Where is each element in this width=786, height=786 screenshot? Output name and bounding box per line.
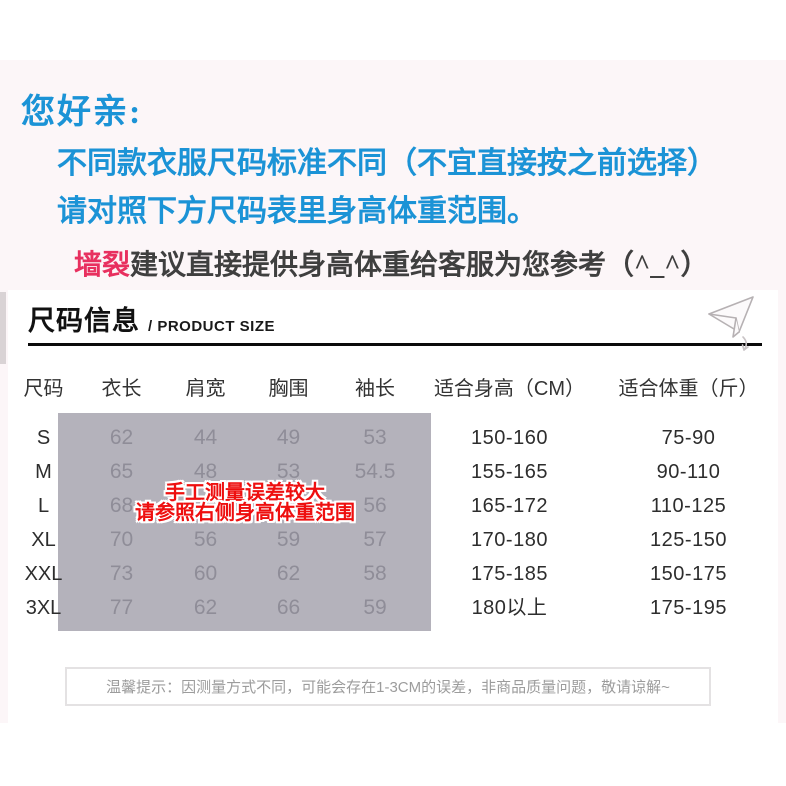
column-header-shoulder: 肩宽 — [185, 378, 226, 400]
section-title: 尺码信息 — [28, 306, 140, 336]
column-header-weight: 适合体重（斤） — [618, 378, 759, 400]
sleeve-cell: 58 — [363, 562, 387, 585]
length-cell: 70 — [109, 528, 134, 551]
weight-cell: 175-195 — [650, 597, 727, 619]
weight-cell: 90-110 — [656, 461, 721, 483]
shoulder-cell: 60 — [193, 562, 218, 585]
size-cell: L — [37, 495, 50, 517]
chest-cell: 53 — [276, 460, 301, 483]
chest-cell: 49 — [276, 426, 301, 449]
table-header-gap — [8, 406, 778, 421]
table-row: XL 70 56 59 57 170-180 125-150 — [8, 523, 778, 557]
size-cell: S — [36, 427, 51, 449]
length-cell: 65 — [109, 460, 134, 483]
size-cell: XXL — [24, 563, 63, 585]
shoulder-cell: 48 — [193, 460, 218, 483]
height-cell: 165-172 — [471, 495, 548, 517]
table-row: XXL 73 60 62 58 175-185 150-175 — [8, 557, 778, 591]
length-cell: 62 — [109, 426, 134, 449]
measure-columns-highlight — [58, 413, 431, 631]
size-cell: M — [35, 461, 52, 483]
table-row: L 68 56 165-172 110-125 — [8, 489, 778, 523]
table-body: S 62 44 49 53 150-160 75-90 M 65 48 53 5… — [8, 421, 778, 625]
section-header: 尺码信息 / PRODUCT SIZE — [28, 299, 275, 338]
overlay-line-1: 手工测量误差较大 — [165, 482, 325, 504]
height-cell: 150-160 — [471, 427, 548, 449]
intro-greeting: 您好亲: — [21, 94, 143, 131]
size-cell: 3XL — [25, 597, 62, 619]
sleeve-cell: 59 — [363, 596, 387, 619]
column-header-height: 适合身高（CM） — [433, 378, 586, 400]
height-cell: 155-165 — [471, 461, 548, 483]
footer-note-box: 温馨提示：因测量方式不同，可能会存在1-3CM的误差，非商品质量问题，敬请谅解~ — [65, 667, 711, 706]
height-cell: 170-180 — [471, 529, 548, 551]
weight-cell: 125-150 — [650, 529, 727, 551]
height-cell: 175-185 — [471, 563, 548, 585]
size-cell: XL — [31, 529, 56, 551]
strong-tip-highlight: 墙裂 — [74, 250, 131, 281]
table-row: M 65 48 53 54.5 155-165 90-110 — [8, 455, 778, 489]
sleeve-cell: 54.5 — [354, 460, 396, 483]
table-row: S 62 44 49 53 150-160 75-90 — [8, 421, 778, 455]
table-header-row: 尺码 衣长 肩宽 胸围 袖长 适合身高（CM） 适合体重（斤） — [8, 372, 778, 406]
length-cell: 77 — [109, 596, 134, 619]
height-cell: 180以上 — [471, 597, 548, 619]
overlay-line-2: 请参照右侧身高体重范围 — [135, 502, 355, 524]
intro-line-2: 请对照下方尺码表里身高体重范围。 — [57, 195, 537, 228]
column-header-length: 衣长 — [101, 378, 142, 400]
weight-cell: 110-125 — [650, 495, 727, 517]
table-row: 3XL 77 62 66 59 180以上 175-195 — [8, 591, 778, 625]
weight-cell: 75-90 — [661, 427, 716, 449]
paper-plane-icon — [708, 296, 754, 351]
measurement-note-overlay: 手工测量误差较大 请参照右侧身高体重范围 — [95, 483, 395, 523]
strong-tip-text: 建议直接提供身高体重给客服为您参考（^_^） — [130, 250, 709, 281]
sleeve-cell: 57 — [363, 528, 387, 551]
chest-cell: 62 — [276, 562, 301, 585]
footer-note-text: 温馨提示：因测量方式不同，可能会存在1-3CM的误差，非商品质量问题，敬请谅解~ — [106, 679, 670, 696]
section-subtitle: / PRODUCT SIZE — [148, 318, 276, 335]
intro-line-1: 不同款衣服尺码标准不同（不宜直接按之前选择） — [57, 147, 717, 180]
shoulder-cell: 44 — [193, 426, 218, 449]
left-edge-shadow — [0, 292, 6, 364]
shoulder-cell: 56 — [193, 528, 218, 551]
column-header-sleeve: 袖长 — [355, 378, 395, 400]
length-cell: 73 — [109, 562, 134, 585]
sleeve-cell: 56 — [363, 494, 387, 517]
shoulder-cell: 62 — [193, 596, 218, 619]
size-table: 尺码 衣长 肩宽 胸围 袖长 适合身高（CM） 适合体重（斤） S 62 44 … — [8, 372, 778, 625]
length-cell: 68 — [109, 494, 134, 517]
sleeve-cell: 53 — [363, 426, 387, 449]
column-header-size: 尺码 — [23, 378, 64, 400]
chest-cell: 66 — [276, 596, 301, 619]
chest-cell: 59 — [276, 528, 301, 551]
weight-cell: 150-175 — [650, 563, 727, 585]
column-header-chest: 胸围 — [268, 378, 309, 400]
header-underline — [28, 343, 762, 346]
strong-tip: 墙裂建议直接提供身高体重给客服为您参考（^_^） — [74, 243, 709, 283]
